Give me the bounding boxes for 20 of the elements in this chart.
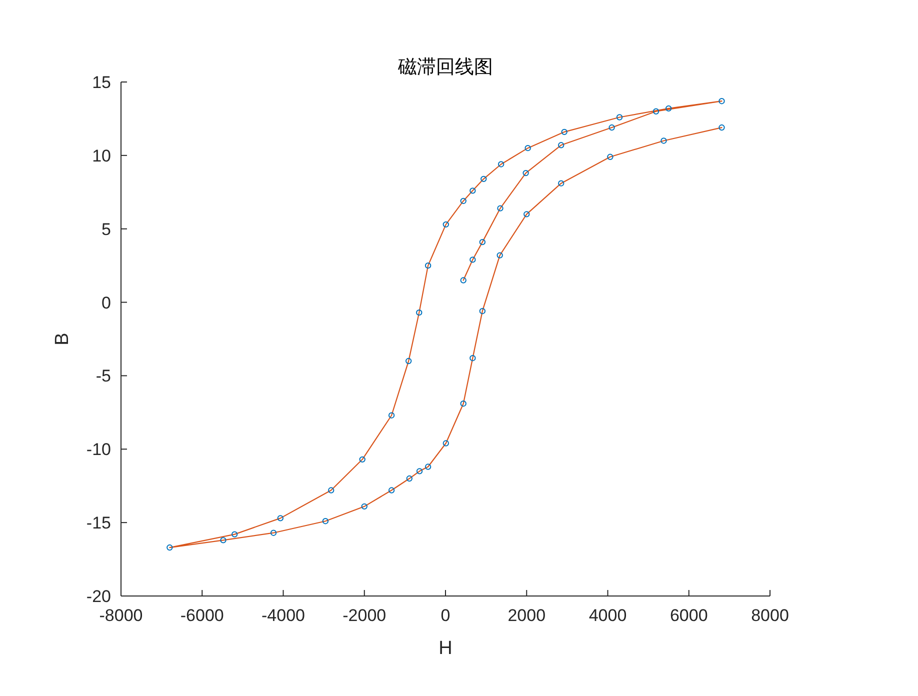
x-tick-label: 4000: [588, 606, 627, 625]
x-tick-label: 8000: [751, 606, 789, 625]
y-tick-label: -5: [96, 366, 111, 386]
y-tick-label: -10: [86, 440, 111, 460]
y-tick-label: 0: [102, 293, 111, 312]
chart-title: 磁滞回线图: [397, 56, 493, 78]
x-tick-label: 2000: [508, 606, 546, 625]
y-tick-label: -15: [86, 514, 111, 533]
x-tick-label: -4000: [262, 606, 305, 625]
y-tick-label: 15: [92, 73, 111, 92]
x-tick-label: 6000: [670, 606, 708, 625]
y-axis-title: B: [52, 332, 73, 346]
y-tick-label: -20: [86, 587, 111, 606]
x-tick-label: -2000: [342, 606, 386, 625]
y-tick-label: 5: [102, 220, 111, 239]
x-tick-label: 0: [440, 606, 450, 625]
x-tick-label: -8000: [99, 606, 143, 625]
y-tick-label: 10: [92, 146, 111, 166]
x-axis-title: H: [438, 638, 452, 659]
x-tick-label: -6000: [180, 606, 224, 625]
